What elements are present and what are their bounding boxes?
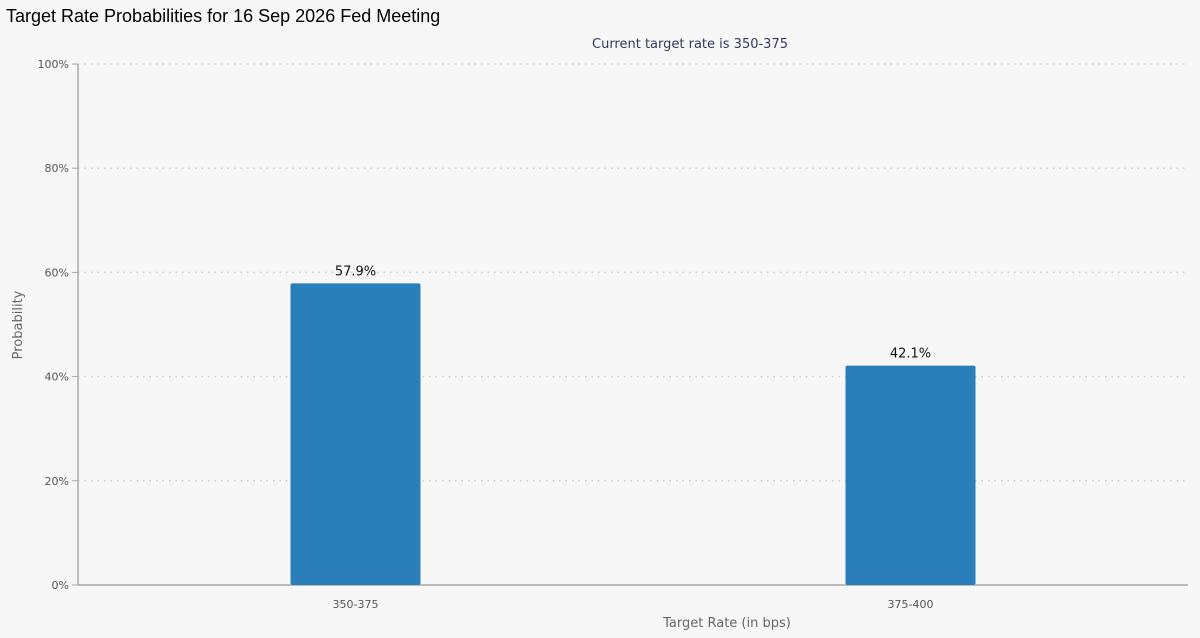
bars: 57.9% 42.1% bbox=[290, 264, 976, 585]
bar-375-400[interactable] bbox=[845, 365, 976, 585]
x-tick-label-350-375: 350-375 bbox=[333, 598, 379, 611]
x-axis-ticks: 350-375 375-400 bbox=[333, 598, 934, 611]
data-label-375-400: 42.1% bbox=[890, 347, 931, 362]
y-tick-label: 100% bbox=[38, 58, 69, 71]
y-tick-label: 0% bbox=[52, 579, 69, 592]
grid-lines bbox=[78, 63, 1188, 482]
y-tick-label: 80% bbox=[45, 162, 69, 175]
page-title: Target Rate Probabilities for 16 Sep 202… bbox=[6, 6, 441, 26]
y-tick-label: 40% bbox=[45, 371, 69, 384]
y-tick-label: 20% bbox=[45, 475, 69, 488]
chart-subtitle: Current target rate is 350-375 bbox=[592, 37, 788, 52]
bar-350-375[interactable] bbox=[290, 283, 421, 585]
y-axis-label: Probability bbox=[11, 290, 26, 359]
x-tick-label-375-400: 375-400 bbox=[888, 598, 934, 611]
y-axis-ticks: 0% 20% 40% 60% 80% 100% bbox=[38, 58, 78, 592]
x-axis-label: Target Rate (in bps) bbox=[662, 616, 791, 631]
data-label-350-375: 57.9% bbox=[335, 264, 376, 279]
y-tick-label: 60% bbox=[45, 266, 69, 279]
